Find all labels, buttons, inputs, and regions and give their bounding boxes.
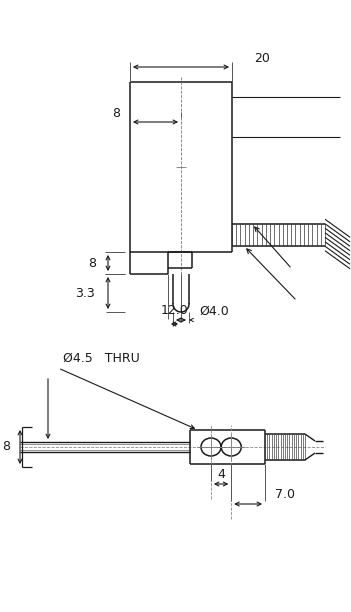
Text: 8: 8	[88, 256, 96, 269]
Text: 4: 4	[217, 468, 225, 481]
Text: 8: 8	[2, 441, 10, 453]
Text: 20: 20	[254, 52, 270, 65]
Text: 8: 8	[112, 107, 120, 120]
Text: Ø4.0: Ø4.0	[199, 305, 229, 318]
Text: 3.3: 3.3	[75, 286, 95, 299]
Text: 12.0: 12.0	[161, 304, 188, 317]
Text: 7.0: 7.0	[275, 488, 295, 501]
Text: Ø4.5   THRU: Ø4.5 THRU	[63, 352, 140, 365]
